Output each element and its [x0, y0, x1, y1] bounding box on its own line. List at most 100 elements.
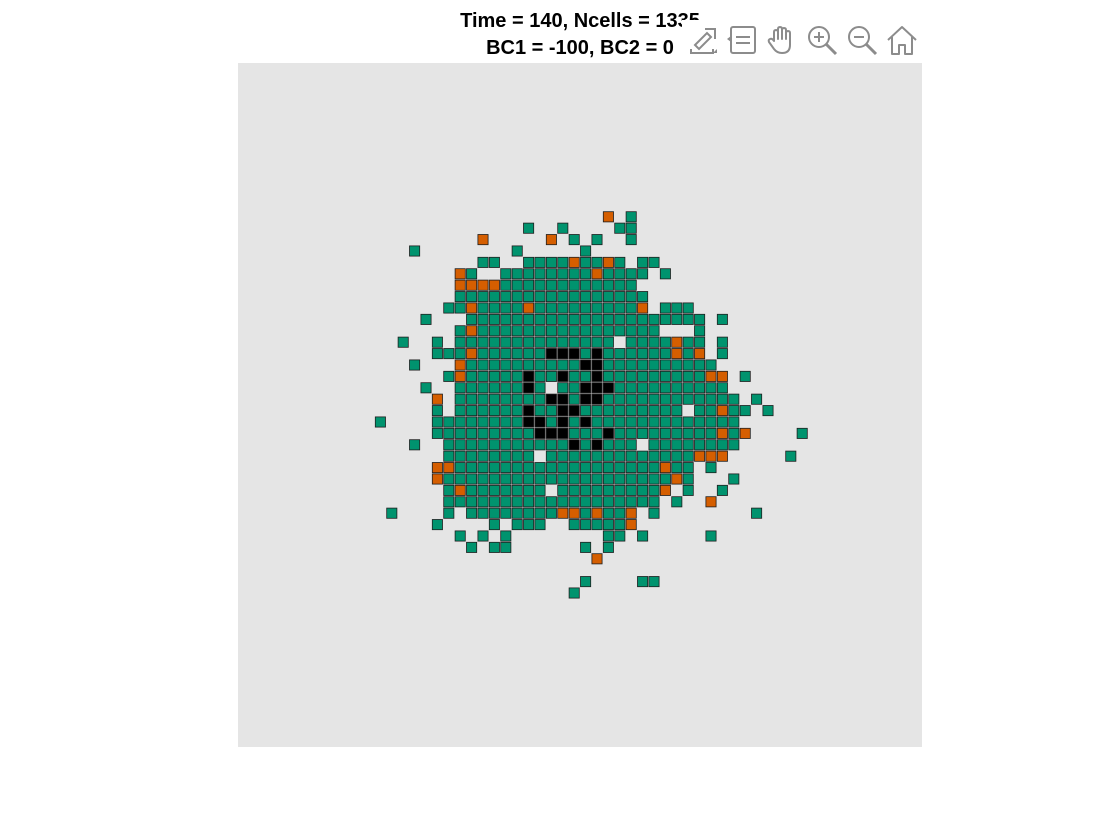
healthy-cell [614, 530, 626, 542]
healthy-cell [580, 473, 592, 485]
healthy-cell [454, 348, 466, 360]
export-icon [690, 28, 717, 54]
home-button[interactable] [884, 22, 920, 58]
datatips-button[interactable] [724, 22, 760, 58]
healthy-cell [523, 393, 535, 405]
healthy-cell [682, 439, 694, 451]
healthy-cell [466, 382, 478, 394]
healthy-cell [545, 416, 557, 428]
healthy-cell [694, 416, 706, 428]
dead-cell [591, 348, 603, 360]
healthy-cell [659, 405, 671, 417]
healthy-cell [511, 325, 523, 337]
healthy-cell [614, 348, 626, 360]
healthy-cell [454, 427, 466, 439]
healthy-cell [591, 313, 603, 325]
healthy-cell [500, 484, 512, 496]
healthy-cell [488, 302, 500, 314]
healthy-cell [637, 370, 649, 382]
mutant-cell [671, 336, 683, 348]
healthy-cell [488, 370, 500, 382]
healthy-cell [545, 313, 557, 325]
mutant-cell [705, 496, 717, 508]
healthy-cell [659, 416, 671, 428]
healthy-cell [557, 268, 569, 280]
dead-cell [591, 393, 603, 405]
healthy-cell [557, 496, 569, 508]
healthy-cell [637, 484, 649, 496]
healthy-cell [705, 530, 717, 542]
healthy-cell [466, 427, 478, 439]
healthy-cell [591, 291, 603, 303]
healthy-cell [545, 268, 557, 280]
healthy-cell [614, 291, 626, 303]
healthy-cell [682, 473, 694, 485]
healthy-cell [580, 336, 592, 348]
healthy-cell [659, 473, 671, 485]
healthy-cell [545, 496, 557, 508]
healthy-cell [625, 336, 637, 348]
healthy-cell [671, 427, 683, 439]
healthy-cell [659, 348, 671, 360]
healthy-cell [443, 450, 455, 462]
healthy-cell [682, 370, 694, 382]
healthy-cell [602, 393, 614, 405]
healthy-cell [523, 268, 535, 280]
healthy-cell [500, 507, 512, 519]
cell-grid-axes[interactable] [238, 63, 922, 747]
healthy-cell [694, 439, 706, 451]
healthy-cell [443, 473, 455, 485]
healthy-cell [648, 462, 660, 474]
healthy-cell [534, 484, 546, 496]
healthy-cell [477, 302, 489, 314]
healthy-cell [716, 348, 728, 360]
healthy-cell [488, 416, 500, 428]
healthy-cell [648, 256, 660, 268]
mutant-cell [694, 348, 706, 360]
healthy-cell [534, 336, 546, 348]
healthy-cell [694, 313, 706, 325]
zoom-in-button[interactable] [804, 22, 840, 58]
healthy-cell [637, 473, 649, 485]
healthy-cell [705, 393, 717, 405]
healthy-cell [500, 416, 512, 428]
mutant-cell [716, 450, 728, 462]
healthy-cell [694, 325, 706, 337]
healthy-cell [637, 405, 649, 417]
healthy-cell [614, 256, 626, 268]
healthy-cell [534, 268, 546, 280]
healthy-cell [557, 484, 569, 496]
healthy-cell [648, 576, 660, 588]
healthy-cell [431, 336, 443, 348]
healthy-cell [488, 450, 500, 462]
mutant-cell [591, 507, 603, 519]
healthy-cell [648, 427, 660, 439]
healthy-cell [648, 336, 660, 348]
mutant-cell [466, 325, 478, 337]
healthy-cell [488, 359, 500, 371]
dead-cell [523, 416, 535, 428]
healthy-cell [625, 393, 637, 405]
healthy-cell [534, 496, 546, 508]
healthy-cell [602, 268, 614, 280]
healthy-cell [409, 439, 421, 451]
export-button[interactable] [684, 22, 720, 58]
dead-cell [557, 427, 569, 439]
zoom-out-button[interactable] [844, 22, 880, 58]
healthy-cell [488, 473, 500, 485]
healthy-cell [466, 393, 478, 405]
mutant-cell [659, 484, 671, 496]
healthy-cell [625, 313, 637, 325]
healthy-cell [625, 450, 637, 462]
healthy-cell [534, 359, 546, 371]
healthy-cell [454, 439, 466, 451]
mutant-cell [637, 302, 649, 314]
healthy-cell [557, 359, 569, 371]
healthy-cell [466, 484, 478, 496]
pan-button[interactable] [764, 22, 800, 58]
healthy-cell [545, 291, 557, 303]
healthy-cell [648, 450, 660, 462]
healthy-cell [534, 519, 546, 531]
healthy-cell [614, 439, 626, 451]
healthy-cell [671, 439, 683, 451]
